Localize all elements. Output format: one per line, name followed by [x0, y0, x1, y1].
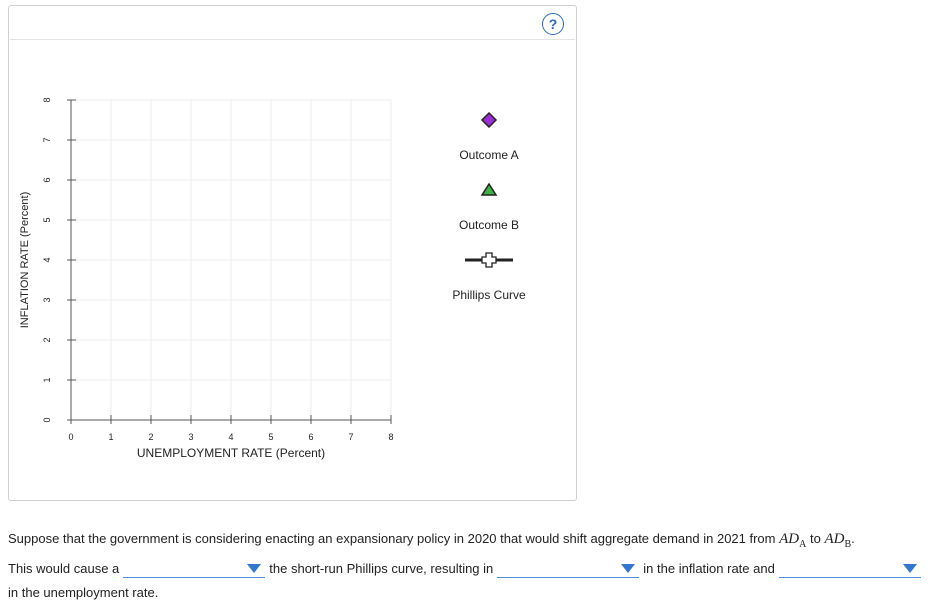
panel-divider — [10, 39, 575, 40]
x-tick-label: 3 — [188, 432, 193, 442]
x-tick-label: 0 — [68, 432, 73, 442]
chart-grid — [71, 99, 392, 420]
palette-outcome-a[interactable]: Outcome A — [459, 111, 519, 162]
x-tick-label: 4 — [228, 432, 233, 442]
dropdown-caret-icon — [247, 564, 262, 574]
dropdown-caret-icon — [621, 564, 636, 574]
question-line-2: This would cause a the short-run Phillips… — [8, 557, 933, 605]
unemployment-change-dropdown[interactable] — [778, 561, 921, 579]
palette-outcome-b[interactable]: Outcome B — [459, 182, 519, 232]
question-line-1: Suppose that the government is consideri… — [8, 531, 855, 550]
dropdown-caret-icon — [902, 564, 917, 574]
shift-dropdown[interactable] — [123, 561, 266, 579]
y-axis-label: INFLATION RATE (Percent) — [19, 192, 31, 329]
x-tick-label: 1 — [108, 432, 113, 442]
triangle-marker-icon[interactable] — [480, 182, 498, 196]
inflation-change-dropdown[interactable] — [497, 561, 640, 579]
question-part-2: the short-run Phillips curve, resulting … — [269, 561, 494, 576]
question-part-4: in the unemployment rate. — [8, 585, 159, 600]
y-tick-label: 5 — [42, 217, 52, 222]
graph-panel: ? — [8, 5, 577, 501]
y-tick-label: 4 — [42, 257, 52, 262]
chart-ticks: 0 1 2 3 4 5 6 7 8 0 1 2 3 4 5 6 7 8 — [42, 97, 394, 442]
y-tick-label: 6 — [42, 177, 52, 182]
question-part-1: This would cause a — [8, 561, 120, 576]
ad-b-symbol: ADB — [824, 531, 852, 550]
y-tick-label: 2 — [42, 337, 52, 342]
y-tick-label: 3 — [42, 297, 52, 302]
x-tick-label: 2 — [148, 432, 153, 442]
y-tick-label: 8 — [42, 97, 52, 102]
question-part-3: in the inflation rate and — [643, 561, 775, 576]
diamond-marker-icon[interactable] — [480, 111, 498, 129]
y-tick-label: 7 — [42, 137, 52, 142]
question-text: Suppose that the government is consideri… — [8, 527, 933, 605]
help-button[interactable]: ? — [542, 13, 564, 35]
question-intro: Suppose that the government is consideri… — [8, 531, 776, 546]
phillips-curve-label: Phillips Curve — [452, 288, 526, 302]
x-tick-label: 5 — [268, 432, 273, 442]
y-tick-label: 0 — [42, 417, 52, 422]
x-tick-label: 8 — [388, 432, 393, 442]
x-axis-label: UNEMPLOYMENT RATE (Percent) — [137, 446, 325, 460]
y-tick-label: 1 — [42, 377, 52, 382]
x-tick-label: 7 — [348, 432, 353, 442]
outcome-a-label: Outcome A — [459, 148, 518, 162]
x-tick-label: 6 — [308, 432, 313, 442]
cross-handle-icon[interactable] — [481, 252, 497, 268]
palette-phillips-curve[interactable]: Phillips Curve — [452, 252, 526, 302]
outcome-b-label: Outcome B — [459, 218, 519, 232]
ad-a-symbol: ADA — [779, 531, 807, 550]
question-to: to — [809, 531, 821, 546]
